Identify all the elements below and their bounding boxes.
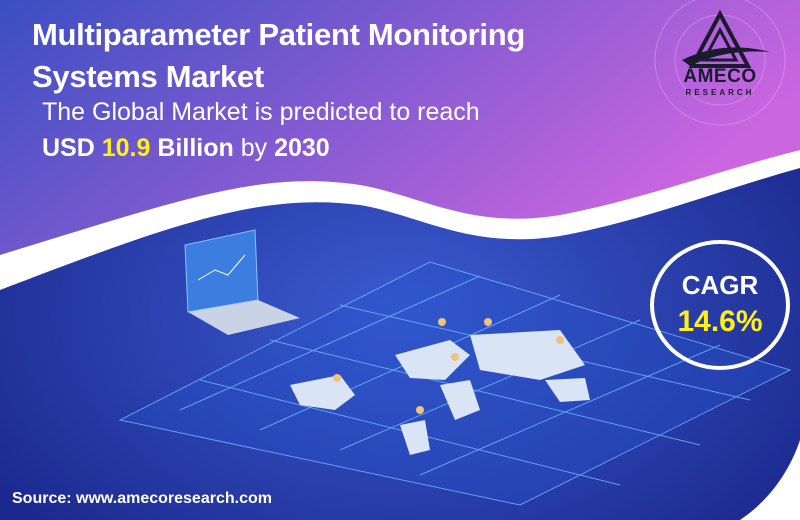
target-year: 2030 [274, 134, 330, 162]
title-line-2: Systems Market [32, 59, 264, 94]
currency: USD [42, 134, 95, 162]
title-line-1: Multiparameter Patient Monitoring [32, 17, 526, 52]
laptop-icon [184, 229, 300, 335]
value-amount: 10.9 [101, 134, 151, 162]
page-title: Multiparameter Patient Monitoring System… [32, 14, 525, 98]
cagr-value: 14.6% [677, 305, 763, 338]
cagr-label: CAGR [681, 270, 759, 300]
people-icons [333, 318, 564, 414]
logo-name: AMECO [683, 66, 757, 87]
cagr-badge: CAGR 14.6% [650, 240, 790, 370]
by-text: by [240, 134, 268, 162]
white-wave [0, 150, 800, 290]
market-value: USD 10.9 Billion by 2030 [42, 134, 330, 163]
logo-tagline: RESEARCH [685, 88, 755, 97]
world-map [290, 330, 590, 455]
ameco-logo: AMECO RESEARCH [660, 8, 780, 108]
source-text: Source: www.amecoresearch.com [12, 490, 272, 507]
logo-triangle-icon [682, 9, 770, 68]
value-unit: Billion [157, 134, 234, 162]
subtitle: The Global Market is predicted to reach [42, 98, 480, 126]
